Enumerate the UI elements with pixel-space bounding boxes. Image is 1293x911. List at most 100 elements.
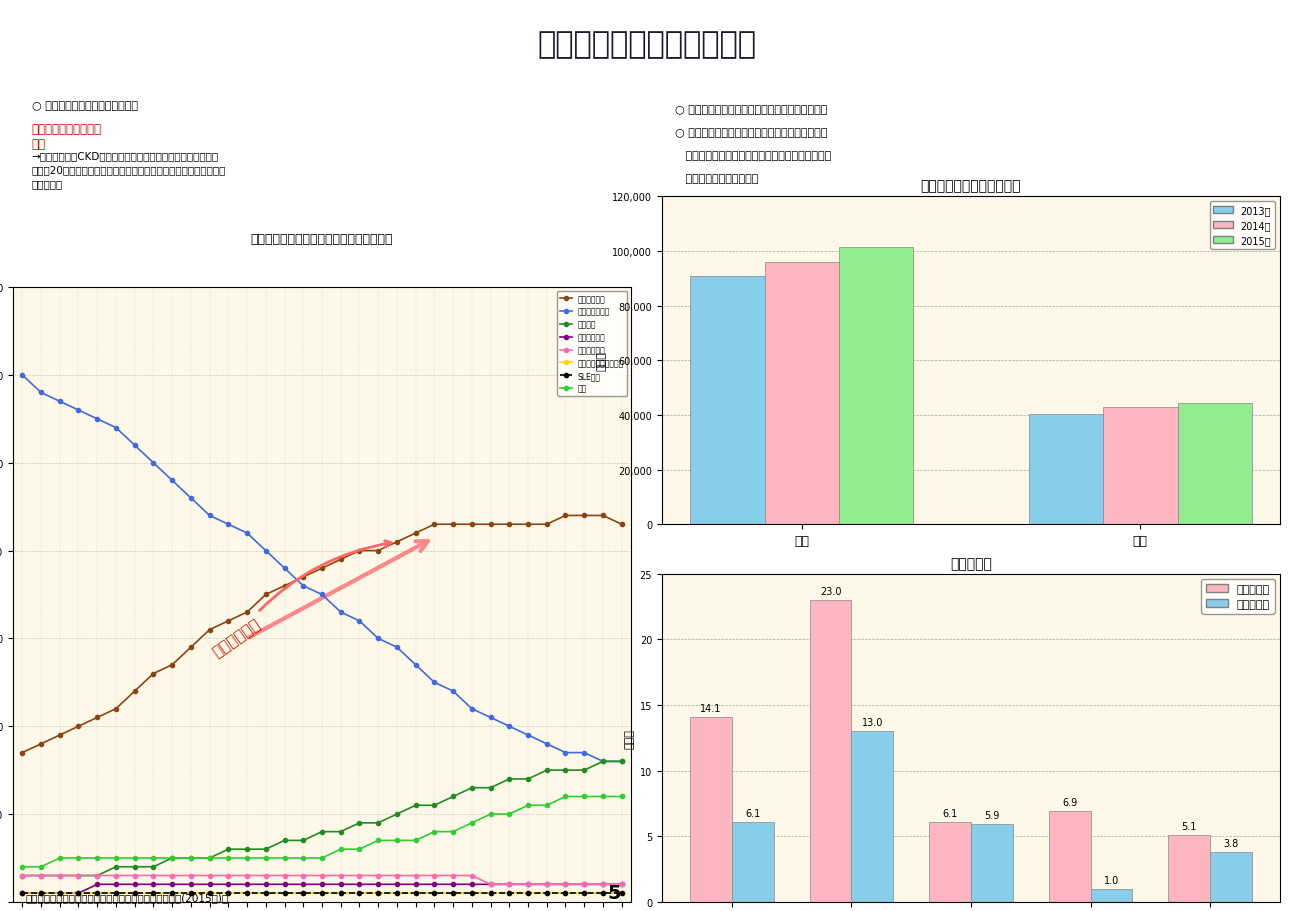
糖尿病性腎症 — [370, 546, 385, 557]
腎硬化症 — [502, 773, 517, 784]
Text: 糖尿病性腎症: 糖尿病性腎症 — [209, 541, 390, 660]
Text: ＜透析導入患者の主要原疾患の割合推移＞: ＜透析導入患者の主要原疾患の割合推移＞ — [251, 232, 393, 245]
多発性嚢胞腎 — [109, 879, 124, 890]
不明 — [595, 791, 610, 802]
急速進行性糸球体腎炎 — [202, 887, 217, 898]
多発性嚢胞腎 — [89, 879, 105, 890]
Text: 増加: 増加 — [31, 138, 45, 151]
Text: 5.1: 5.1 — [1182, 821, 1197, 831]
不明 — [127, 853, 142, 864]
糖尿病性腎症 — [407, 528, 423, 539]
多発性嚢胞腎 — [427, 879, 442, 890]
慢性腎盂腎炎 — [127, 870, 142, 881]
SLE腎炎 — [164, 887, 180, 898]
不明 — [482, 809, 498, 820]
多発性嚢胞腎 — [557, 879, 573, 890]
不明 — [89, 853, 105, 864]
糖尿病性腎症 — [389, 537, 405, 548]
Legend: 2013年, 2014年, 2015年: 2013年, 2014年, 2015年 — [1209, 202, 1275, 250]
急速進行性糸球体腎炎 — [482, 887, 498, 898]
急速進行性糸球体腎炎 — [557, 887, 573, 898]
糖尿病性腎症 — [520, 519, 535, 530]
多発性嚢胞腎 — [595, 879, 610, 890]
慢性糸球体腎炎 — [334, 607, 349, 618]
不明 — [14, 861, 30, 872]
腎硬化症 — [389, 809, 405, 820]
慢性腎盂腎炎 — [221, 870, 237, 881]
糖尿病性腎症 — [239, 607, 255, 618]
SLE腎炎 — [445, 887, 460, 898]
不明 — [71, 853, 87, 864]
慢性糸球体腎炎 — [89, 414, 105, 425]
糖尿病性腎症 — [334, 554, 349, 565]
不明 — [52, 853, 67, 864]
糖尿病性腎症 — [89, 712, 105, 723]
Text: 6.1: 6.1 — [943, 808, 958, 818]
SLE腎炎 — [595, 887, 610, 898]
急速進行性糸球体腎炎 — [259, 887, 274, 898]
慢性糸球体腎炎 — [557, 747, 573, 758]
腎硬化症 — [184, 853, 199, 864]
糖尿病性腎症 — [352, 546, 367, 557]
Bar — [930, 822, 971, 902]
慢性糸球体腎炎 — [482, 712, 498, 723]
急速進行性糸球体腎炎 — [146, 887, 162, 898]
慢性腎盂腎炎 — [482, 879, 498, 890]
Text: 23.0: 23.0 — [820, 587, 842, 597]
慢性糸球体腎炎 — [259, 546, 274, 557]
慢性糸球体腎炎 — [296, 580, 312, 591]
多発性嚢胞腎 — [127, 879, 142, 890]
腎硬化症 — [352, 817, 367, 828]
慢性腎盂腎炎 — [296, 870, 312, 881]
慢性腎盂腎炎 — [14, 870, 30, 881]
糖尿病性腎症 — [314, 563, 330, 574]
不明 — [202, 853, 217, 864]
慢性腎盂腎炎 — [34, 870, 49, 881]
腎硬化症 — [127, 861, 142, 872]
Bar — [764, 262, 839, 525]
不明 — [259, 853, 274, 864]
糖尿病性腎症 — [614, 519, 630, 530]
急速進行性糸球体腎炎 — [614, 887, 630, 898]
糖尿病性腎症 — [164, 660, 180, 670]
不明 — [407, 835, 423, 846]
腎硬化症 — [34, 870, 49, 881]
糖尿病性腎症 — [296, 572, 312, 583]
糖尿病性腎症 — [464, 519, 480, 530]
Line: 多発性嚢胞腎: 多発性嚢胞腎 — [21, 882, 623, 896]
不明 — [464, 817, 480, 828]
急速進行性糸球体腎炎 — [352, 887, 367, 898]
急速進行性糸球体腎炎 — [277, 887, 292, 898]
急速進行性糸球体腎炎 — [109, 887, 124, 898]
急速進行性糸球体腎炎 — [184, 887, 199, 898]
糖尿病性腎症 — [221, 616, 237, 627]
慢性腎盂腎炎 — [146, 870, 162, 881]
腎硬化症 — [52, 870, 67, 881]
急速進行性糸球体腎炎 — [502, 887, 517, 898]
慢性腎盂腎炎 — [389, 870, 405, 881]
慢性腎盂腎炎 — [464, 870, 480, 881]
不明 — [34, 861, 49, 872]
SLE腎炎 — [614, 887, 630, 898]
多発性嚢胞腎 — [184, 879, 199, 890]
慢性糸球体腎炎 — [595, 756, 610, 767]
腎硬化症 — [71, 870, 87, 881]
急速進行性糸球体腎炎 — [407, 887, 423, 898]
SLE腎炎 — [296, 887, 312, 898]
SLE腎炎 — [407, 887, 423, 898]
不明 — [557, 791, 573, 802]
Bar — [1049, 812, 1090, 902]
SLE腎炎 — [127, 887, 142, 898]
慢性糸球体腎炎 — [71, 405, 87, 416]
SLE腎炎 — [202, 887, 217, 898]
Bar — [852, 732, 893, 902]
糖尿病性腎症 — [71, 721, 87, 732]
SLE腎炎 — [520, 887, 535, 898]
糖尿病性腎症 — [109, 703, 124, 714]
Bar — [839, 248, 913, 525]
急速進行性糸球体腎炎 — [71, 887, 87, 898]
SLE腎炎 — [539, 887, 555, 898]
SLE腎炎 — [34, 887, 49, 898]
Text: 13.0: 13.0 — [861, 718, 883, 728]
急速進行性糸球体腎炎 — [52, 887, 67, 898]
